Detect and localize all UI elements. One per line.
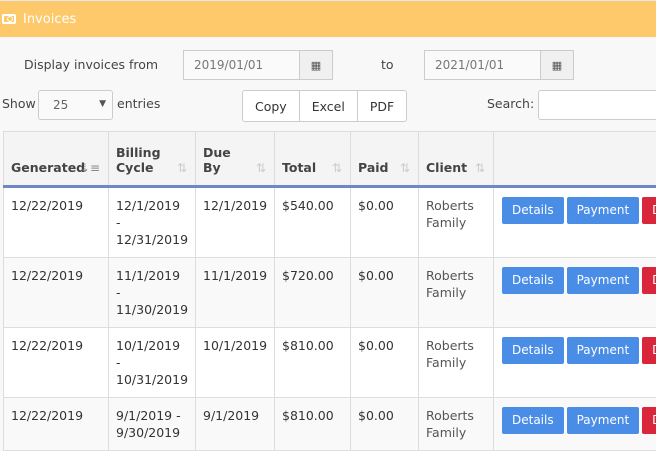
- cell-total: $810.00: [275, 398, 351, 451]
- copy-button[interactable]: Copy: [242, 90, 300, 122]
- cell-due-by: 12/1/2019: [196, 187, 275, 258]
- cell-client: Roberts Family: [419, 187, 494, 258]
- cell-billing-cycle: 9/1/2019 - 9/30/2019: [109, 398, 196, 451]
- excel-button[interactable]: Excel: [299, 90, 358, 122]
- payment-button[interactable]: Payment: [567, 197, 640, 224]
- sort-icon: ⇅: [475, 161, 485, 175]
- cell-billing-cycle: 11/1/2019 - 11/30/2019: [109, 258, 196, 328]
- invoices-table: Generated⇣≡ Billing Cycle⇅ Due By⇅ Total…: [3, 131, 656, 451]
- entries-value: 25: [53, 98, 68, 112]
- search-input[interactable]: [538, 90, 656, 120]
- cell-actions: DetailsPaymentDelete: [494, 328, 656, 398]
- cell-client: Roberts Family: [419, 328, 494, 398]
- pdf-button[interactable]: PDF: [357, 90, 407, 122]
- delete-button[interactable]: Delete: [642, 337, 656, 364]
- details-button[interactable]: Details: [502, 197, 564, 224]
- column-header-paid[interactable]: Paid⇅: [351, 132, 419, 187]
- delete-button[interactable]: Delete: [642, 267, 656, 294]
- column-header-actions: [494, 132, 656, 187]
- payment-button[interactable]: Payment: [567, 337, 640, 364]
- delete-button[interactable]: Delete: [642, 197, 656, 224]
- column-header-total[interactable]: Total⇅: [275, 132, 351, 187]
- cell-actions: DetailsPaymentDelete: [494, 187, 656, 258]
- cell-client: Roberts Family: [419, 258, 494, 328]
- sort-icon: ⇅: [177, 161, 187, 175]
- cell-due-by: 10/1/2019: [196, 328, 275, 398]
- cell-generated: 12/22/2019: [4, 398, 109, 451]
- sort-icon: ⇅: [400, 161, 410, 175]
- column-header-billing-cycle[interactable]: Billing Cycle⇅: [109, 132, 196, 187]
- cell-paid: $0.00: [351, 258, 419, 328]
- details-button[interactable]: Details: [502, 337, 564, 364]
- from-label: Display invoices from: [24, 57, 158, 72]
- cell-due-by: 11/1/2019: [196, 258, 275, 328]
- entries-select[interactable]: 25 ▼: [38, 90, 113, 120]
- details-button[interactable]: Details: [502, 267, 564, 294]
- chevron-down-icon: ▼: [99, 99, 106, 109]
- entries-label: entries: [117, 96, 160, 111]
- panel-header: Invoices: [0, 0, 656, 37]
- sort-icon: ⇅: [332, 161, 342, 175]
- money-bill-icon: [2, 14, 16, 24]
- cell-paid: $0.00: [351, 187, 419, 258]
- cell-generated: 12/22/2019: [4, 187, 109, 258]
- payment-button[interactable]: Payment: [567, 407, 640, 434]
- table-row: 12/22/2019 10/1/2019 - 10/31/2019 10/1/2…: [4, 328, 656, 398]
- cell-total: $540.00: [275, 187, 351, 258]
- column-header-due-by[interactable]: Due By⇅: [196, 132, 275, 187]
- sort-icon: ⇅: [256, 161, 266, 175]
- cell-total: $810.00: [275, 328, 351, 398]
- cell-paid: $0.00: [351, 328, 419, 398]
- cell-generated: 12/22/2019: [4, 328, 109, 398]
- delete-button[interactable]: Delete: [642, 407, 656, 434]
- details-button[interactable]: Details: [502, 407, 564, 434]
- table-row: 12/22/2019 9/1/2019 - 9/30/2019 9/1/2019…: [4, 398, 656, 451]
- show-label: Show: [2, 96, 36, 111]
- cell-due-by: 9/1/2019: [196, 398, 275, 451]
- cell-paid: $0.00: [351, 398, 419, 451]
- column-header-client[interactable]: Client⇅: [419, 132, 494, 187]
- cell-client: Roberts Family: [419, 398, 494, 451]
- to-date-input[interactable]: 2021/01/01: [425, 51, 540, 79]
- cell-billing-cycle: 10/1/2019 - 10/31/2019: [109, 328, 196, 398]
- cell-generated: 12/22/2019: [4, 258, 109, 328]
- sort-desc-icon: ⇣≡: [80, 161, 100, 175]
- panel-title: Invoices: [23, 12, 76, 27]
- column-header-generated[interactable]: Generated⇣≡: [4, 132, 109, 187]
- cell-actions: DetailsPaymentDelete: [494, 258, 656, 328]
- cell-total: $720.00: [275, 258, 351, 328]
- cell-billing-cycle: 12/1/2019 - 12/31/2019: [109, 187, 196, 258]
- table-row: 12/22/2019 12/1/2019 - 12/31/2019 12/1/2…: [4, 187, 656, 258]
- calendar-icon[interactable]: ▦: [540, 51, 573, 79]
- calendar-icon[interactable]: ▦: [299, 51, 332, 79]
- from-date-input[interactable]: 2019/01/01: [184, 51, 299, 79]
- table-row: 12/22/2019 11/1/2019 - 11/30/2019 11/1/2…: [4, 258, 656, 328]
- payment-button[interactable]: Payment: [567, 267, 640, 294]
- to-date-picker[interactable]: 2021/01/01 ▦: [424, 50, 574, 80]
- cell-actions: DetailsPaymentDelete: [494, 398, 656, 451]
- search-label: Search:: [487, 96, 534, 111]
- from-date-picker[interactable]: 2019/01/01 ▦: [183, 50, 333, 80]
- to-label: to: [381, 57, 394, 72]
